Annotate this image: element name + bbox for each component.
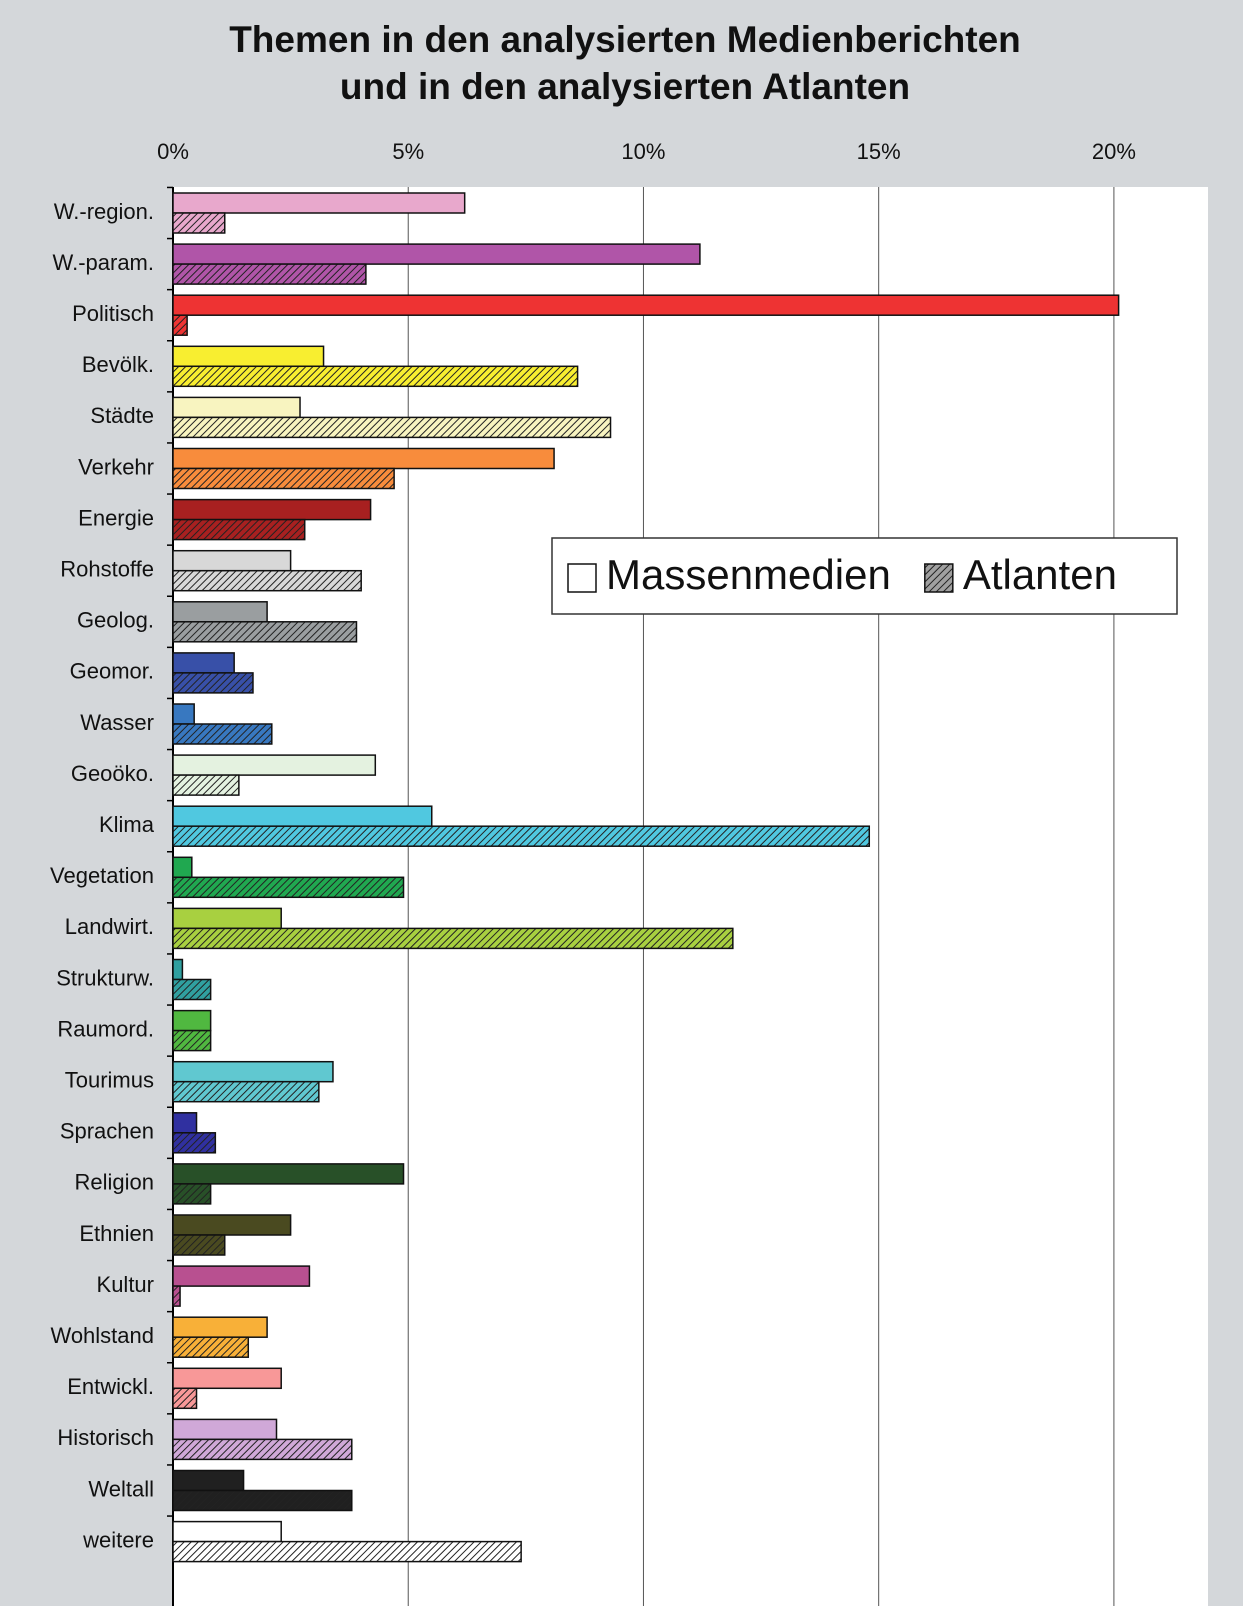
bar: [172, 263, 367, 285]
bar: [172, 825, 871, 847]
y-tick-label: W.-region.: [54, 199, 154, 224]
x-tick-label: 15%: [857, 139, 901, 164]
bar: [172, 1112, 198, 1134]
y-tick-label: Kultur: [97, 1272, 154, 1297]
y-tick-label: Wohlstand: [50, 1323, 154, 1348]
y-tick-label: Energie: [78, 505, 154, 530]
bar: [172, 1387, 198, 1410]
y-tick-label: Historisch: [57, 1425, 154, 1450]
chart-title: Themen in den analysierten Medienbericht…: [229, 19, 1021, 60]
bar: [172, 805, 433, 827]
y-tick-label: Weltall: [88, 1476, 154, 1501]
bar: [172, 314, 188, 336]
bar: [172, 1438, 353, 1461]
y-tick-label: Religion: [75, 1170, 155, 1195]
bar: [172, 1029, 212, 1052]
bar: [172, 1163, 405, 1185]
bar: [172, 978, 212, 1001]
bar: [172, 856, 193, 879]
bar: [172, 1214, 292, 1236]
x-tick-label: 20%: [1092, 139, 1136, 164]
x-tick-label: 0%: [157, 139, 189, 164]
bar: [172, 652, 235, 674]
y-tick-label: Geomor.: [70, 659, 154, 684]
bar: [172, 396, 301, 419]
x-tick-label: 10%: [621, 139, 665, 164]
y-tick-label: Geolog.: [77, 608, 154, 633]
bar: [172, 1234, 226, 1256]
bar: [172, 876, 405, 899]
bar: [172, 754, 377, 776]
y-tick-label: W.-param.: [53, 250, 154, 275]
bar: [172, 723, 273, 745]
bar: [172, 703, 195, 725]
bar: [172, 1367, 282, 1390]
bar: [172, 345, 325, 368]
y-tick-label: Rohstoffe: [60, 557, 154, 582]
bar: [172, 1336, 250, 1358]
bar: [172, 1469, 245, 1492]
bar: [172, 294, 1120, 316]
y-tick-label: Entwickl.: [67, 1374, 154, 1399]
y-tick-label: Klima: [99, 812, 155, 837]
bar: [172, 601, 268, 623]
bar: [172, 467, 395, 490]
bar: [172, 569, 362, 592]
bar: [172, 907, 282, 930]
bar: [172, 518, 306, 541]
y-tick-label: Wasser: [80, 710, 154, 735]
y-tick-label: Städte: [90, 403, 154, 428]
bar: [172, 672, 254, 694]
y-tick-label: Landwirt.: [65, 914, 154, 939]
legend-swatch: [924, 563, 954, 593]
y-tick-label: Politisch: [72, 301, 154, 326]
y-tick-label: Verkehr: [78, 454, 154, 479]
bar: [172, 416, 612, 439]
bar: [172, 365, 579, 388]
bar: [172, 927, 734, 950]
legend-swatch: [567, 563, 597, 593]
bar: [172, 1265, 311, 1287]
y-tick-label: Strukturw.: [56, 965, 154, 990]
y-tick-label: Tourimus: [65, 1068, 154, 1093]
y-tick-label: weitere: [82, 1527, 154, 1552]
bar: [172, 1080, 320, 1103]
y-tick-label: Geoöko.: [71, 761, 154, 786]
y-tick-label: Raumord.: [57, 1016, 154, 1041]
chart-title: und in den analysierten Atlanten: [340, 66, 910, 107]
y-tick-label: Bevölk.: [82, 352, 154, 377]
bar: [172, 212, 226, 234]
bar: [172, 621, 358, 643]
bar: [172, 1489, 353, 1512]
bar: [172, 1316, 268, 1338]
y-tick-label: Ethnien: [79, 1221, 154, 1246]
legend-box: [551, 537, 1178, 615]
bar: [172, 447, 555, 470]
legend-label: Massenmedien: [606, 551, 891, 598]
bar: [172, 1009, 212, 1032]
bar: [172, 1540, 522, 1563]
bar: [172, 1183, 212, 1205]
bar: [172, 243, 701, 265]
bar: [172, 1418, 278, 1441]
bar: [172, 1060, 334, 1083]
bar: [172, 774, 240, 796]
bar: [172, 1285, 181, 1307]
bar: [172, 1132, 217, 1154]
x-tick-label: 5%: [392, 139, 424, 164]
bar: [172, 958, 184, 981]
legend-label: Atlanten: [963, 551, 1117, 598]
bar: [172, 549, 292, 572]
y-tick-label: Vegetation: [50, 863, 154, 888]
bar: [172, 1520, 282, 1543]
y-tick-label: Sprachen: [60, 1119, 154, 1144]
bar: [172, 498, 372, 521]
bar: [172, 192, 466, 214]
